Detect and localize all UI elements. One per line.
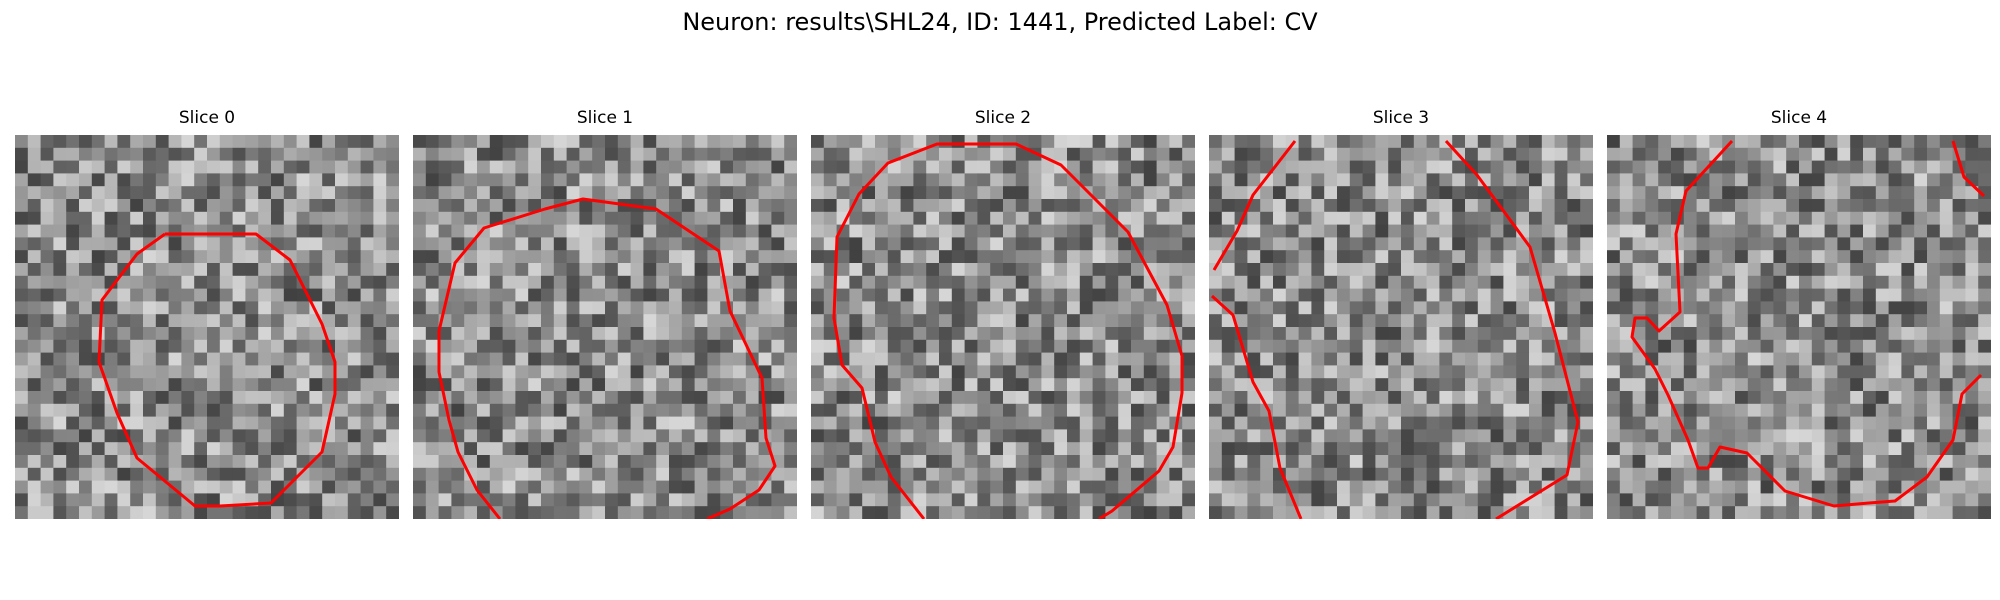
contour-line <box>437 197 777 519</box>
slice-image <box>1209 135 1593 519</box>
contour-line <box>1951 140 1986 198</box>
slice-title: Slice 0 <box>178 108 236 128</box>
contour-line <box>1444 139 1580 519</box>
contour-line <box>97 232 337 508</box>
contour-line <box>1210 294 1303 519</box>
slice-title: Slice 2 <box>974 108 1032 128</box>
figure-title: Neuron: results\SHL24, ID: 1441, Predict… <box>682 8 1318 36</box>
contour-line <box>832 142 1184 519</box>
contour-line <box>1212 140 1297 271</box>
slice-image <box>413 135 797 519</box>
slice-image <box>15 135 399 519</box>
slice-title: Slice 1 <box>576 108 634 128</box>
slice-image <box>1607 135 1991 519</box>
slice-image <box>811 135 1195 519</box>
contour-line <box>1630 139 1983 508</box>
slice-title: Slice 3 <box>1372 108 1430 128</box>
slice-title: Slice 4 <box>1770 108 1828 128</box>
